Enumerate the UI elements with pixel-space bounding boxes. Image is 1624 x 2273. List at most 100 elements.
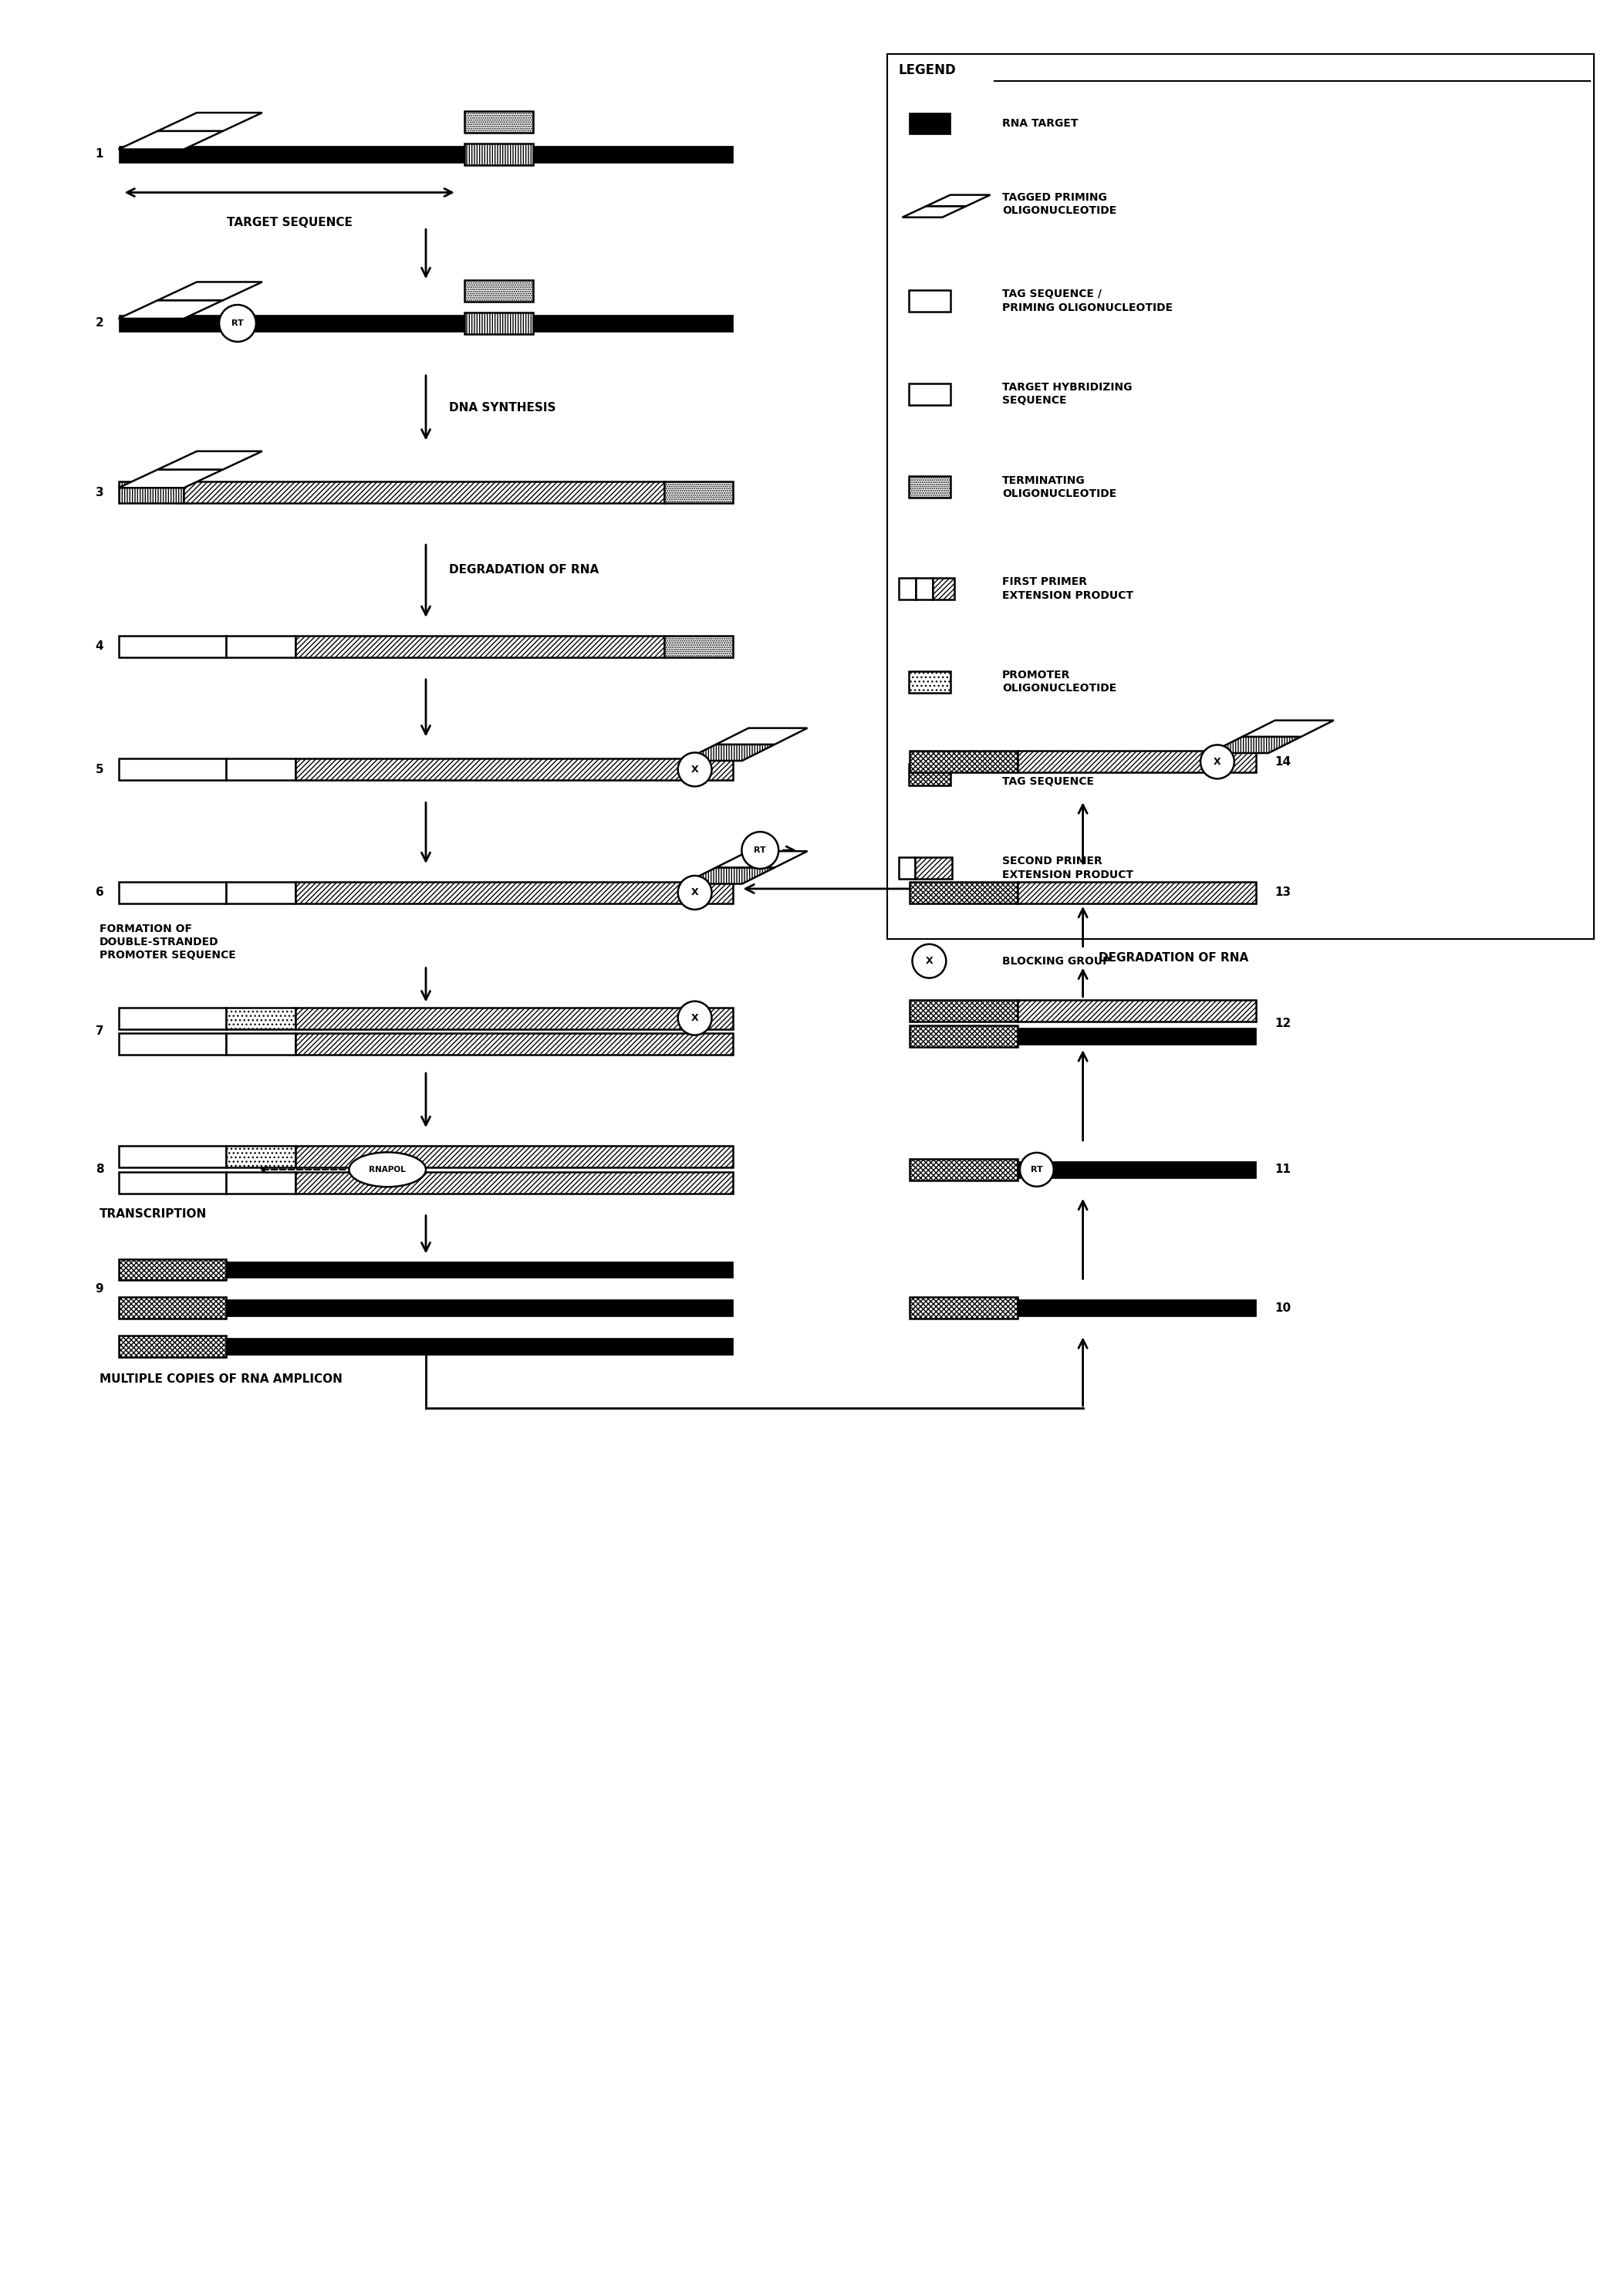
Text: COMPLEMENT OF
TAG SEQUENCE: COMPLEMENT OF TAG SEQUENCE	[1002, 764, 1106, 786]
Bar	[226, 1007, 296, 1030]
Bar	[226, 1146, 296, 1168]
Text: X: X	[692, 1014, 698, 1023]
Text: RT: RT	[232, 320, 244, 327]
Circle shape	[742, 832, 778, 868]
Bar	[916, 857, 952, 880]
Bar	[1018, 750, 1255, 773]
Bar	[934, 577, 955, 600]
Text: TARGET HYBRIDIZING
SEQUENCE: TARGET HYBRIDIZING SEQUENCE	[1002, 382, 1132, 407]
Bar	[296, 1034, 732, 1055]
Text: 5: 5	[96, 764, 104, 775]
Bar	[908, 764, 950, 786]
Text: DNA SYNTHESIS: DNA SYNTHESIS	[448, 402, 555, 414]
Bar	[1018, 1000, 1255, 1021]
Text: 3: 3	[96, 486, 104, 498]
Bar	[119, 759, 226, 780]
Text: LEGEND: LEGEND	[898, 64, 957, 77]
Bar	[464, 143, 533, 164]
Text: MULTIPLE COPIES OF RNA AMPLICON: MULTIPLE COPIES OF RNA AMPLICON	[99, 1373, 343, 1384]
Circle shape	[677, 875, 711, 909]
Text: 6: 6	[96, 886, 104, 898]
Bar	[119, 1298, 226, 1318]
Bar	[296, 1007, 732, 1030]
Polygon shape	[1242, 721, 1333, 736]
Bar	[119, 316, 732, 332]
Text: 2: 2	[96, 318, 104, 330]
Text: 11: 11	[1275, 1164, 1291, 1175]
Bar	[916, 577, 934, 600]
Text: 13: 13	[1275, 886, 1291, 898]
Bar	[909, 750, 1018, 773]
Text: X: X	[1213, 757, 1221, 766]
Circle shape	[677, 752, 711, 786]
Bar	[226, 1173, 296, 1193]
Bar	[119, 882, 226, 902]
Bar	[664, 482, 732, 502]
Text: 14: 14	[1275, 757, 1291, 768]
Bar	[296, 1146, 732, 1168]
Text: 1: 1	[96, 148, 104, 159]
Bar	[119, 636, 226, 657]
Bar	[908, 111, 950, 134]
Bar	[296, 1173, 732, 1193]
Bar	[296, 636, 664, 657]
Text: TAG SEQUENCE /
PRIMING OLIGONUCLEOTIDE: TAG SEQUENCE / PRIMING OLIGONUCLEOTIDE	[1002, 289, 1173, 314]
Bar	[226, 636, 296, 657]
Text: TAGGED PRIMING
OLIGONUCLEOTIDE: TAGGED PRIMING OLIGONUCLEOTIDE	[1002, 191, 1117, 216]
Bar	[909, 882, 1018, 902]
Text: SECOND PRIMER
EXTENSION PRODUCT: SECOND PRIMER EXTENSION PRODUCT	[1002, 857, 1134, 880]
Text: RNAPOL: RNAPOL	[369, 1166, 406, 1173]
Bar	[908, 477, 950, 498]
Text: RT: RT	[754, 846, 767, 855]
Polygon shape	[119, 132, 222, 150]
Text: 12: 12	[1275, 1018, 1291, 1030]
Bar	[909, 1025, 1018, 1048]
Text: RNA TARGET: RNA TARGET	[1002, 118, 1078, 130]
Bar	[119, 1146, 226, 1168]
Bar	[464, 111, 533, 132]
Ellipse shape	[349, 1152, 425, 1187]
Text: X: X	[692, 886, 698, 898]
Text: DEGRADATION OF RNA: DEGRADATION OF RNA	[1098, 952, 1249, 964]
Bar	[1018, 1027, 1255, 1046]
Bar	[898, 857, 916, 880]
Text: 9: 9	[96, 1282, 104, 1296]
Text: BLOCKING GROUP: BLOCKING GROUP	[1002, 955, 1111, 966]
Bar	[1018, 1162, 1255, 1177]
Polygon shape	[1210, 736, 1301, 752]
Polygon shape	[903, 207, 966, 218]
Bar	[226, 1262, 732, 1277]
Text: 10: 10	[1275, 1302, 1291, 1314]
Bar	[226, 1034, 296, 1055]
Bar	[226, 759, 296, 780]
Bar	[887, 55, 1593, 939]
Text: X: X	[926, 957, 932, 966]
Bar	[226, 1300, 732, 1316]
Text: PROMOTER
OLIGONUCLEOTIDE: PROMOTER OLIGONUCLEOTIDE	[1002, 671, 1117, 693]
Bar	[296, 882, 732, 902]
Text: FORMATION OF
DOUBLE-STRANDED
PROMOTER SEQUENCE: FORMATION OF DOUBLE-STRANDED PROMOTER SE…	[99, 923, 235, 961]
Polygon shape	[716, 850, 807, 868]
Text: FIRST PRIMER
EXTENSION PRODUCT: FIRST PRIMER EXTENSION PRODUCT	[1002, 577, 1134, 600]
Text: RT: RT	[1031, 1166, 1043, 1173]
Polygon shape	[684, 746, 775, 761]
Text: TRANSCRIPTION: TRANSCRIPTION	[99, 1207, 206, 1221]
Bar	[908, 291, 950, 311]
Bar	[296, 759, 732, 780]
Bar	[119, 484, 732, 500]
Bar	[909, 1000, 1018, 1021]
Text: TERMINATING
OLIGONUCLEOTIDE: TERMINATING OLIGONUCLEOTIDE	[1002, 475, 1117, 500]
Polygon shape	[158, 114, 261, 132]
Polygon shape	[119, 471, 222, 489]
Bar	[119, 1259, 226, 1280]
Polygon shape	[158, 452, 261, 471]
Text: X: X	[692, 764, 698, 775]
Polygon shape	[716, 727, 807, 746]
Polygon shape	[119, 300, 222, 318]
Text: TARGET SEQUENCE: TARGET SEQUENCE	[227, 218, 352, 230]
Bar	[119, 1337, 226, 1357]
Circle shape	[219, 305, 257, 341]
Bar	[119, 482, 184, 502]
Bar	[1018, 882, 1255, 902]
Text: 7: 7	[96, 1025, 104, 1036]
